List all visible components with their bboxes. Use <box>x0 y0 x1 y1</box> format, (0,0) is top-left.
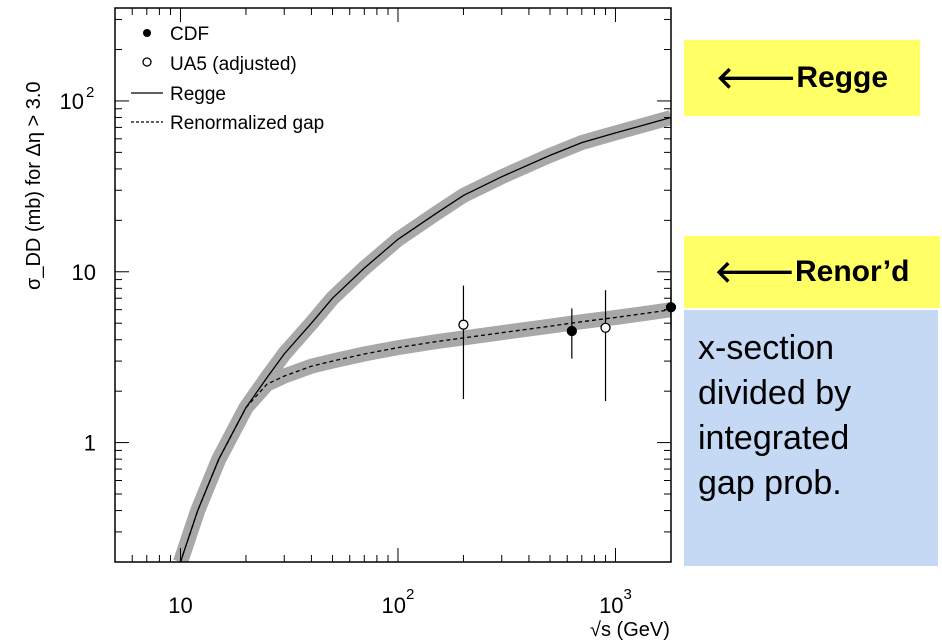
x-tick-label: 10 <box>168 593 192 618</box>
legend-label-cdf: CDF <box>170 24 209 45</box>
note-line: x-section <box>698 329 835 367</box>
legend: CDF UA5 (adjusted) Regge Renormalized ga… <box>131 24 324 134</box>
y-axis-title: σ_DD (mb) for Δη > 3.0 <box>23 81 45 290</box>
plot-frame <box>114 7 672 563</box>
legend-label-ua5: UA5 (adjusted) <box>170 54 297 75</box>
y-tick-label: 10 <box>72 260 96 285</box>
legend-marker-cdf <box>143 29 151 37</box>
data-point <box>566 325 577 337</box>
x-tick-label-exponent: 3 <box>624 586 632 603</box>
model-curves <box>179 116 671 562</box>
legend-label-regge: Regge <box>170 84 226 105</box>
left-arrow-icon: 🡐 <box>715 62 797 95</box>
x-axis-title: √s (GeV) <box>590 619 670 641</box>
data-point <box>458 319 469 330</box>
x-tick-label-exponent: 2 <box>406 586 414 603</box>
data-point <box>600 322 611 333</box>
axis-ticks <box>114 8 671 563</box>
note-line: integrated <box>698 419 850 457</box>
series-line <box>179 309 671 562</box>
note-line: divided by <box>698 374 852 412</box>
regge-callout: 🡐 Regge <box>684 40 920 116</box>
explanation-note: x-section divided by integrated gap prob… <box>684 310 938 566</box>
series-band <box>173 302 671 562</box>
data-points <box>458 285 677 402</box>
renormalized-callout: 🡐 Renor’d <box>684 236 940 308</box>
y-tick-label-exponent: 2 <box>86 84 94 101</box>
legend-marker-ua5 <box>142 57 152 67</box>
uncertainty-bands <box>173 110 671 562</box>
note-line: gap prob. <box>698 464 842 502</box>
left-arrow-icon: 🡐 <box>714 256 795 289</box>
x-tick-label: 102 <box>382 586 415 618</box>
renormalized-callout-label: Renor’d <box>795 255 910 288</box>
regge-callout-label: Regge <box>796 61 889 94</box>
x-tick-label: 103 <box>599 586 632 618</box>
y-tick-label: 1 <box>84 431 96 456</box>
y-tick-label: 10 <box>60 89 84 114</box>
legend-label-renormalized: Renormalized gap <box>170 113 324 134</box>
series-line <box>179 116 671 562</box>
